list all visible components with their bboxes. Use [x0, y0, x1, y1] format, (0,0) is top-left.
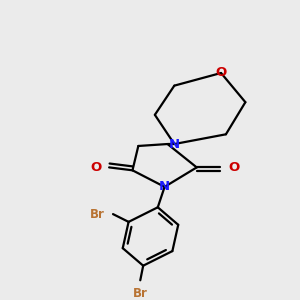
- Text: N: N: [169, 137, 180, 151]
- Text: N: N: [159, 180, 170, 194]
- Text: O: O: [215, 67, 227, 80]
- Text: Br: Br: [133, 287, 148, 300]
- Text: O: O: [90, 161, 101, 174]
- Text: O: O: [228, 161, 239, 174]
- Text: Br: Br: [90, 208, 105, 220]
